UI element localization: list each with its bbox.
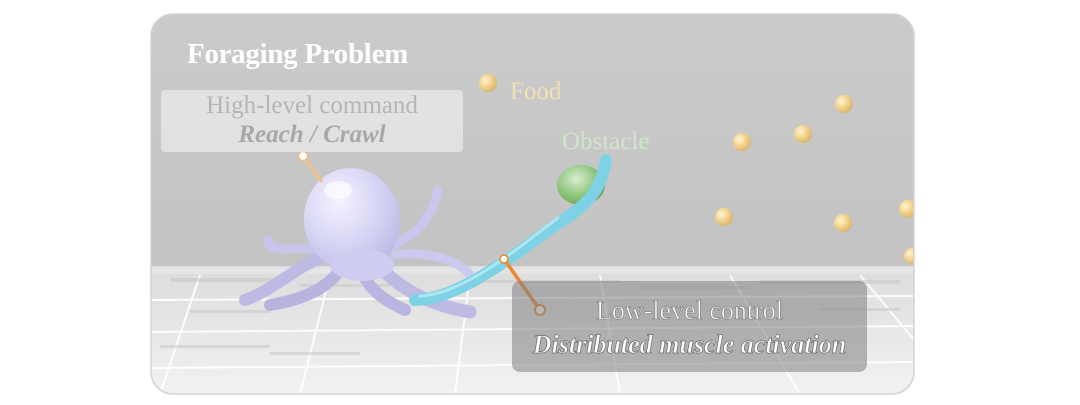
diagram-title: Foraging Problem [187,38,408,70]
food-pellet [899,200,914,218]
high-level-command-box: High-level command Reach / Crawl [161,90,463,152]
food-pellet [794,125,812,143]
low-level-control-label: Low-level control [596,296,784,326]
high-level-command-label: High-level command [206,92,418,119]
obstacle-label: Obstacle [562,128,650,155]
food-pellet [904,248,914,264]
food-pellet [834,214,852,232]
food-pellets [479,74,914,264]
food-pellet [835,95,853,113]
food-label: Food [510,78,562,105]
low-level-control-box: Low-level control Distributed muscle act… [512,281,867,372]
high-level-modes-label: Reach / Crawl [238,121,386,148]
food-pellet [715,208,733,226]
scene-frame [150,13,915,395]
food-pellet [479,74,497,92]
muscle-activation-label: Distributed muscle activation [532,330,847,360]
food-pellet [733,133,751,151]
high-level-pointer [297,150,324,183]
reaching-arm [409,154,612,306]
